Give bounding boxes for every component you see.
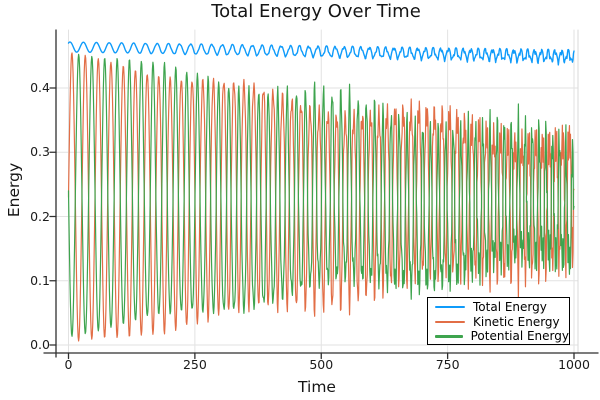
y-tick-label: 0.1	[30, 272, 50, 288]
x-tick-label: 500	[309, 357, 334, 372]
x-axis-label: Time	[298, 378, 336, 396]
y-tick-label: 0.2	[30, 208, 50, 224]
legend-label: Kinetic Energy	[473, 314, 560, 329]
legend-line-total-energy	[435, 306, 465, 309]
legend-line-kinetic-energy	[435, 320, 465, 324]
legend-entry-potential: Potential Energy	[428, 329, 569, 344]
legend-line-potential-energy	[435, 335, 463, 338]
legend: Total Energy Kinetic Energy Potential En…	[427, 297, 570, 345]
x-tick-label: 250	[182, 357, 207, 372]
x-tick-label: 1000	[558, 357, 590, 372]
legend-entry-total: Total Energy	[428, 300, 569, 315]
legend-entry-kinetic: Kinetic Energy	[428, 315, 569, 330]
y-tick-label: 0.3	[30, 144, 50, 160]
legend-label: Total Energy	[473, 300, 547, 315]
y-tick-label: 0.4	[30, 80, 50, 95]
legend-label: Potential Energy	[470, 329, 569, 344]
x-tick-label: 750	[435, 357, 460, 372]
chart-title: Total Energy Over Time	[211, 1, 421, 22]
x-tick-label: 0	[64, 357, 73, 372]
y-tick-label: 0.0	[30, 337, 50, 352]
